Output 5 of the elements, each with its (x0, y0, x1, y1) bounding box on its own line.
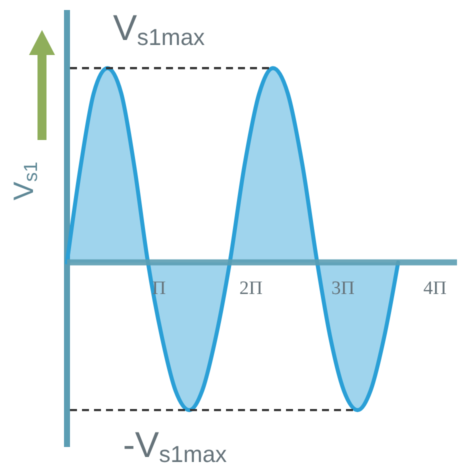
x-tick-label: 4Π (423, 278, 447, 299)
ref-line-label: V$_{s1max}$ (113, 7, 206, 50)
x-tick-label: 3Π (331, 278, 355, 299)
x-tick-label: 2Π (239, 278, 263, 299)
ref-line-label: -V$_{s1max}$ (123, 424, 228, 468)
